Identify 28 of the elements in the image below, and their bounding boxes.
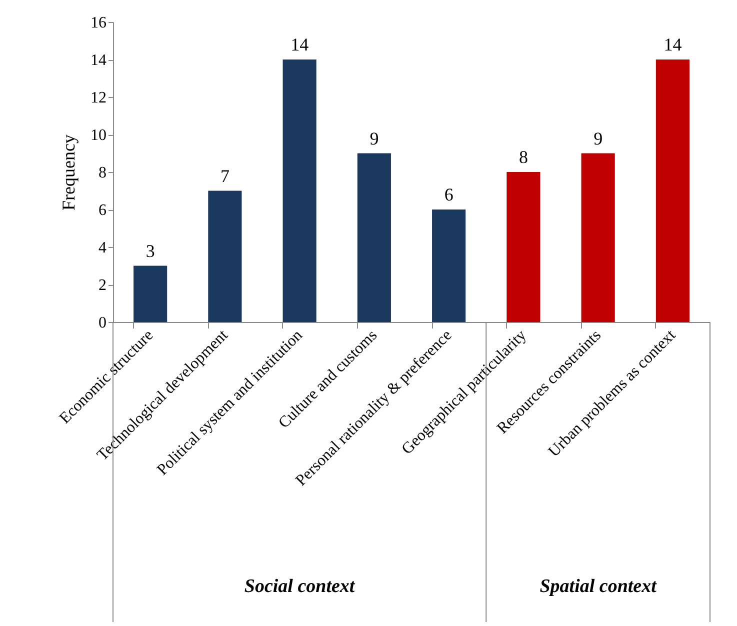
y-tick-label: 4 [98, 240, 106, 256]
bar [656, 60, 690, 322]
y-tick-label: 16 [90, 14, 106, 32]
data-label: 14 [290, 34, 309, 54]
bar [432, 210, 466, 322]
y-tick-label: 2 [98, 277, 106, 294]
data-label: 7 [220, 166, 230, 186]
bar [208, 190, 242, 322]
y-tick-label: 6 [98, 202, 106, 219]
bar [506, 172, 540, 322]
y-tick-label: 8 [98, 164, 106, 182]
y-tick-label: 0 [98, 314, 106, 332]
data-label: 9 [594, 128, 603, 148]
bar [282, 60, 316, 322]
data-label: 3 [146, 240, 155, 261]
data-label: 14 [664, 34, 682, 54]
y-tick-label: 12 [90, 90, 106, 106]
y-tick-label: 14 [90, 52, 106, 69]
bar [134, 266, 168, 322]
data-label: 9 [370, 128, 379, 148]
bar [581, 153, 615, 322]
data-label: 8 [518, 147, 528, 167]
y-tick-label: 10 [90, 127, 106, 144]
y-axis-title: Frequency [58, 134, 78, 210]
text: Spatial context [540, 576, 658, 597]
bar [357, 153, 391, 322]
text: Social context [244, 576, 356, 597]
data-label: 6 [444, 184, 454, 204]
